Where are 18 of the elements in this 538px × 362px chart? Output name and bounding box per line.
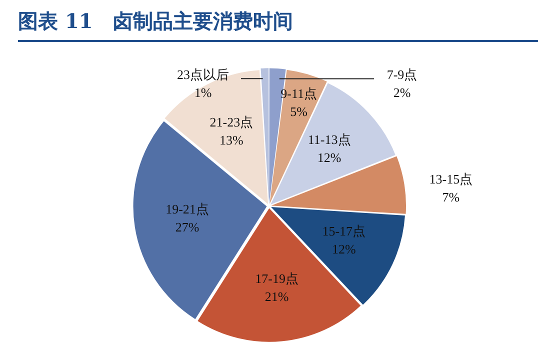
slice-label: 11-13点 xyxy=(308,132,351,147)
data-label: 12% xyxy=(332,242,356,257)
data-label: 21% xyxy=(264,288,289,304)
data-label: 7% xyxy=(442,190,460,205)
data-label: 12% xyxy=(317,150,342,165)
slice-label: 23点以后 xyxy=(177,66,229,82)
data-label: 27% xyxy=(175,219,200,234)
slice-label: 21-23点 xyxy=(210,114,254,130)
slice-label: 19-21点 xyxy=(166,201,209,216)
chart-title: 图表 11 卤制品主要消费时间 xyxy=(18,8,293,35)
data-label: 2% xyxy=(393,85,411,100)
slice-label: 15-17点 xyxy=(322,224,366,239)
data-label: 1% xyxy=(194,84,212,100)
slice-label: 13-15点 xyxy=(429,172,473,187)
slice-label: 7-9点 xyxy=(386,67,418,82)
data-label: 13% xyxy=(220,132,244,148)
data-label: 5% xyxy=(290,104,308,119)
slice-label: 17-19点 xyxy=(255,270,298,286)
